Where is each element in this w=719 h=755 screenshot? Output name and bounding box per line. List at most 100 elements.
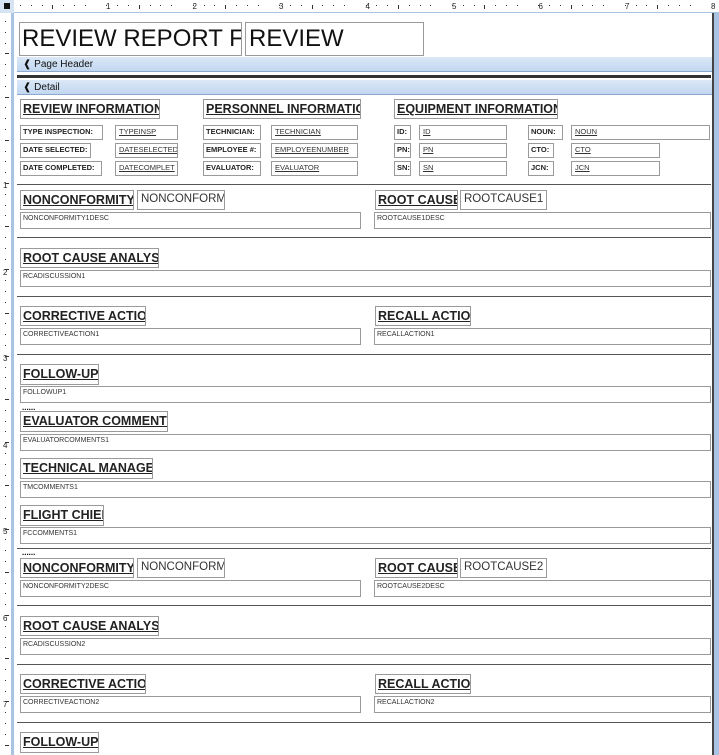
evaluator-comments-label[interactable]: EVALUATOR COMMENTS:: [20, 411, 168, 432]
nonconformity-field[interactable]: NONCONFORM: [137, 190, 225, 210]
field-label[interactable]: EMPLOYEE #:: [203, 143, 261, 158]
section-arrow-icon: ❰: [23, 82, 32, 93]
technical-manager-label[interactable]: TECHNICAL MANAGER:: [20, 458, 153, 479]
root-cause-desc-field[interactable]: ROOTCAUSE1DESC: [374, 212, 711, 229]
divider-line: [17, 296, 711, 297]
review-info-heading[interactable]: REVIEW INFORMATION:: [20, 99, 160, 119]
field-textbox[interactable]: NOUN: [571, 125, 710, 140]
ruler-mark: 2: [192, 2, 197, 11]
ruler-tick: [5, 593, 6, 595]
ruler-mark: 6: [3, 613, 8, 623]
recall-action-label[interactable]: RECALL ACTION:: [375, 306, 471, 326]
report-right-edge[interactable]: [712, 13, 719, 755]
field-label[interactable]: TECHNICIAN:: [203, 125, 261, 140]
nonconformity-desc-field[interactable]: NONCONFORMITY2DESC: [20, 580, 361, 597]
ruler-tick: [344, 5, 345, 6]
recall-action-label[interactable]: RECALL ACTION:: [375, 674, 471, 694]
ruler-tick: [5, 636, 6, 638]
field-textbox[interactable]: TECHNICIAN: [271, 125, 358, 140]
field-textbox[interactable]: DATECOMPLET: [115, 161, 178, 176]
page-break-control[interactable]: ......: [22, 548, 36, 557]
report-title-label[interactable]: REVIEW REPORT FOR:: [19, 22, 242, 56]
nonconformity-desc-field[interactable]: NONCONFORMITY1DESC: [20, 212, 361, 229]
ruler-tick: [5, 517, 6, 519]
field-textbox[interactable]: DATESELECTED: [115, 143, 178, 158]
field-textbox[interactable]: JCN: [571, 161, 660, 176]
ruler-tick: [5, 64, 6, 66]
field-textbox[interactable]: TYPEINSP: [115, 125, 178, 140]
ruler-tick: [171, 5, 173, 6]
rca-field[interactable]: RCADISCUSSION1: [20, 270, 711, 287]
field-textbox[interactable]: ID: [419, 125, 507, 140]
ruler-tick: [5, 485, 9, 487]
field-label[interactable]: ID:: [394, 125, 411, 140]
equipment-info-heading[interactable]: EQUIPMENT INFORMATION:: [394, 99, 558, 119]
ruler-tick: [5, 744, 9, 746]
field-label[interactable]: TYPE INSPECTION:: [20, 125, 103, 140]
ruler-tick: [635, 5, 637, 6]
ruler-tick: [678, 5, 680, 6]
nonconformity-field[interactable]: NONCONFORM: [137, 558, 225, 578]
field-label[interactable]: DATE SELECTED:: [20, 143, 91, 158]
field-textbox[interactable]: EMPLOYEENUMBER: [271, 143, 358, 158]
section-bar-page-header[interactable]: ❰ Page Header: [17, 57, 712, 72]
follow-up-label[interactable]: FOLLOW-UP:: [20, 732, 99, 753]
rca-label[interactable]: ROOT CAUSE ANALYSIS:: [20, 616, 159, 636]
corrective-action-label[interactable]: CORRECTIVE ACTION:: [20, 674, 146, 694]
field-textbox[interactable]: PN: [419, 143, 507, 158]
ruler-mark: 4: [3, 440, 8, 450]
select-report-button[interactable]: [0, 0, 14, 13]
ruler-tick: [5, 42, 6, 44]
ruler-tick: [452, 5, 453, 6]
ruler-tick: [5, 21, 6, 22]
ruler-tick: [5, 193, 6, 195]
root-cause-desc-field[interactable]: ROOTCAUSE2DESC: [374, 580, 711, 597]
field-label[interactable]: NOUN:: [528, 125, 563, 140]
nonconformity-label[interactable]: NONCONFORMITY:: [20, 558, 134, 578]
field-label[interactable]: PN:: [394, 143, 411, 158]
ruler-tick: [5, 701, 9, 703]
vertical-ruler[interactable]: 1 2 3 4 5 6 7: [0, 13, 14, 755]
corrective-action-field[interactable]: CORRECTIVEACTION2: [20, 696, 361, 713]
fc-comments-field[interactable]: FCCOMMENTS1: [20, 527, 711, 544]
field-label[interactable]: CTO:: [528, 143, 554, 158]
ruler-tick: [41, 5, 43, 6]
field-textbox[interactable]: SN: [419, 161, 507, 176]
follow-up-field[interactable]: FOLLOWUP1: [20, 386, 711, 403]
horizontal-ruler[interactable]: 1 2 3 4 5 6 7 8: [14, 0, 719, 13]
recall-action-field[interactable]: RECALLACTION2: [374, 696, 711, 713]
field-label[interactable]: JCN:: [528, 161, 554, 176]
rca-label[interactable]: ROOT CAUSE ANALYSIS:: [20, 248, 159, 268]
ruler-tick: [5, 139, 9, 141]
root-cause-label[interactable]: ROOT CAUSE:: [375, 190, 458, 210]
ruler-tick: [5, 431, 6, 433]
ruler-tick: [484, 5, 486, 9]
field-label[interactable]: EVALUATOR:: [203, 161, 261, 176]
ruler-tick: [214, 5, 216, 6]
report-title-field[interactable]: REVIEW: [245, 22, 424, 56]
page-break-control[interactable]: ......: [22, 403, 36, 412]
nonconformity-label[interactable]: NONCONFORMITY:: [20, 190, 134, 210]
field-label[interactable]: SN:: [394, 161, 411, 176]
root-cause-field[interactable]: ROOTCAUSE2: [460, 558, 547, 578]
ruler-tick: [117, 5, 119, 6]
personnel-info-heading[interactable]: PERSONNEL INFORMATION:: [203, 99, 361, 119]
field-label[interactable]: DATE COMPLETED:: [20, 161, 102, 176]
rca-field[interactable]: RCADISCUSSION2: [20, 638, 711, 655]
corrective-action-label[interactable]: CORRECTIVE ACTION:: [20, 306, 146, 326]
recall-action-field[interactable]: RECALLACTION1: [374, 328, 711, 345]
ruler-tick: [538, 5, 540, 6]
ruler-tick: [5, 669, 6, 670]
follow-up-label[interactable]: FOLLOW-UP:: [20, 364, 99, 385]
ruler-tick: [5, 625, 6, 627]
evaluator-comments-field[interactable]: EVALUATORCOMMENTS1: [20, 434, 711, 451]
root-cause-field[interactable]: ROOTCAUSE1: [460, 190, 547, 210]
section-bar-detail[interactable]: ❰ Detail: [17, 80, 712, 95]
field-textbox[interactable]: CTO: [571, 143, 660, 158]
corrective-action-field[interactable]: CORRECTIVEACTION1: [20, 328, 361, 345]
root-cause-label[interactable]: ROOT CAUSE:: [375, 558, 458, 578]
ruler-tick: [5, 571, 9, 573]
field-textbox[interactable]: EVALUATOR: [271, 161, 358, 176]
tm-comments-field[interactable]: TMCOMMENTS1: [20, 481, 711, 498]
